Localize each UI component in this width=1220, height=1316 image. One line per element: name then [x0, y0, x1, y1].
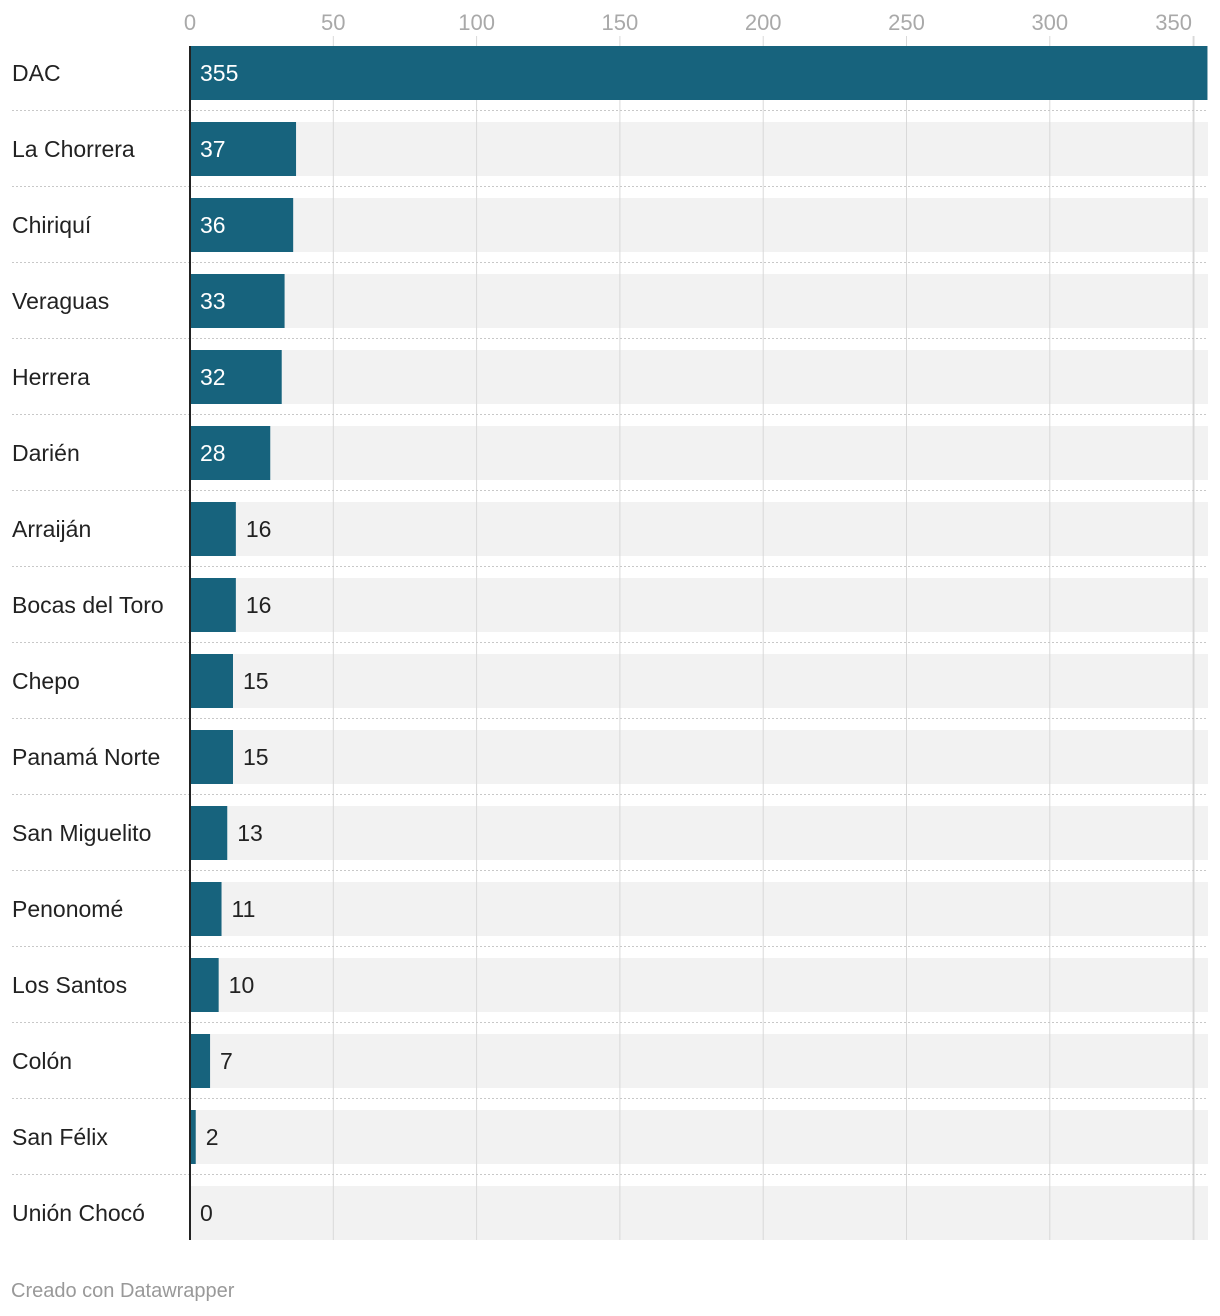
bar: [190, 46, 1208, 100]
value-label: 355: [200, 60, 238, 86]
bar-track: [190, 198, 1208, 252]
x-tick-label: 300: [1031, 10, 1068, 35]
category-label: Herrera: [12, 364, 90, 390]
bar-track: [190, 730, 1208, 784]
bar-track: [190, 426, 1208, 480]
x-tick-label: 200: [745, 10, 782, 35]
bar: [190, 806, 228, 860]
value-label: 15: [243, 668, 269, 694]
bar-track: [190, 274, 1208, 328]
bar-track: [190, 654, 1208, 708]
bar: [190, 958, 219, 1012]
category-label: San Miguelito: [12, 820, 151, 846]
value-label: 2: [206, 1124, 219, 1150]
x-tick-label: 50: [321, 10, 345, 35]
value-label: 7: [220, 1048, 233, 1074]
bar: [190, 502, 236, 556]
bar-track: [190, 1110, 1208, 1164]
bar: [190, 274, 285, 328]
x-tick-label: 350: [1155, 10, 1192, 35]
value-label: 0: [200, 1200, 213, 1226]
value-label: 11: [232, 896, 256, 922]
category-label: San Félix: [12, 1124, 108, 1150]
value-label: 10: [229, 972, 255, 998]
value-label: 33: [200, 288, 226, 314]
footer-credit: Creado con Datawrapper: [11, 1280, 235, 1302]
category-label: Bocas del Toro: [12, 592, 164, 618]
x-tick-label: 250: [888, 10, 925, 35]
bar-track: [190, 958, 1208, 1012]
bar: [190, 654, 233, 708]
category-label: Arraiján: [12, 516, 91, 542]
bar-track: [190, 1186, 1208, 1240]
bar-track: [190, 1034, 1208, 1088]
bar: [190, 350, 282, 404]
value-label: 15: [243, 744, 269, 770]
bar: [190, 730, 233, 784]
bar: [190, 198, 294, 252]
value-label: 37: [200, 136, 226, 162]
bar-track: [190, 502, 1208, 556]
x-tick-label: 0: [184, 10, 196, 35]
bar: [190, 426, 271, 480]
bar-track: [190, 806, 1208, 860]
category-label: Darién: [12, 440, 80, 466]
value-label: 36: [200, 212, 226, 238]
value-label: 13: [237, 820, 263, 846]
category-label: Los Santos: [12, 972, 127, 998]
category-label: Unión Chocó: [12, 1200, 145, 1226]
bar: [190, 578, 236, 632]
value-label: 28: [200, 440, 226, 466]
bar-track: [190, 882, 1208, 936]
bar: [190, 122, 297, 176]
bar-track: [190, 350, 1208, 404]
category-label: DAC: [12, 60, 61, 86]
value-label: 16: [246, 592, 272, 618]
bar-track: [190, 578, 1208, 632]
value-label: 16: [246, 516, 272, 542]
category-label: Chepo: [12, 668, 80, 694]
x-tick-label: 100: [458, 10, 495, 35]
bar: [190, 882, 222, 936]
bar: [190, 1110, 196, 1164]
category-label: La Chorrera: [12, 136, 135, 162]
bar-track: [190, 122, 1208, 176]
x-tick-label: 150: [602, 10, 639, 35]
category-label: Chiriquí: [12, 212, 92, 238]
bar: [190, 1034, 211, 1088]
category-label: Penonomé: [12, 896, 123, 922]
category-label: Colón: [12, 1048, 72, 1074]
category-label: Panamá Norte: [12, 744, 160, 770]
category-label: Veraguas: [12, 288, 109, 314]
value-label: 32: [200, 364, 226, 390]
